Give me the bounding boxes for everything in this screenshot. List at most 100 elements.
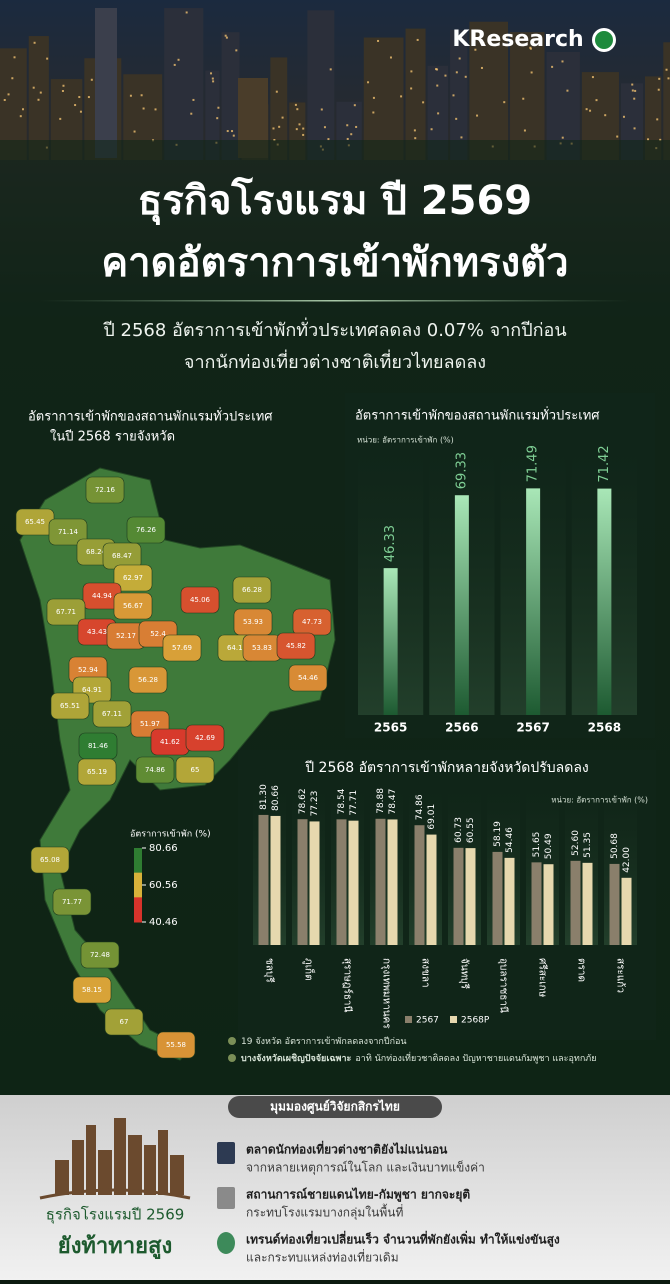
bar: [309, 821, 320, 945]
province-value: 53.93: [243, 618, 263, 626]
province-value: 58.15: [82, 986, 102, 994]
window-light: [346, 137, 349, 140]
bar: [387, 819, 398, 945]
data-label: 74.86: [415, 794, 425, 820]
window-light: [658, 77, 661, 80]
item-bold: เทรนด์ท่องเที่ยวเปลี่ยนเร็ว จำนวนที่พักย…: [246, 1231, 560, 1248]
province-value: 44.94: [92, 592, 113, 600]
window-light: [455, 71, 458, 74]
data-label: 60.73: [454, 817, 464, 843]
window-light: [522, 97, 525, 100]
building: [270, 57, 288, 160]
outlook-left: ธุรกิจโรงแรมปี 2569: [46, 1206, 185, 1225]
data-label: 69.33: [454, 452, 469, 489]
skyline-icon: [170, 1155, 184, 1195]
window-light: [355, 125, 358, 128]
window-light: [604, 114, 607, 117]
chart-title: อัตราการเข้าพักของสถานพักแรมทั่วประเทศ: [355, 407, 600, 424]
bar: [465, 848, 476, 945]
window-light: [503, 101, 506, 104]
bar: [609, 863, 620, 945]
subheadline: ปี 2568 อัตราการเข้าพักทั่วประเทศลดลง 0.…: [103, 317, 567, 341]
window-light: [7, 93, 10, 96]
skyline-icon: [158, 1130, 168, 1195]
window-light: [13, 56, 16, 59]
legend-label: 2568P: [461, 1016, 490, 1026]
x-tick-label: 2568: [588, 721, 621, 735]
legend-label: 2567: [416, 1016, 439, 1026]
building: [221, 32, 240, 160]
window-light: [217, 106, 220, 109]
data-label: 71.42: [597, 445, 612, 482]
window-light: [444, 74, 447, 77]
data-label: 71.49: [526, 445, 541, 482]
x-tick-label: สระแก้ว: [615, 958, 627, 993]
item-icon: [217, 1142, 235, 1164]
window-light: [414, 137, 417, 140]
province: [77, 758, 117, 786]
bar: [414, 825, 425, 945]
x-tick-label: สงขลา: [420, 958, 431, 988]
province-value: 74.86: [145, 766, 166, 774]
province-value: 64.91: [82, 686, 102, 694]
window-light: [62, 84, 65, 87]
province: [80, 941, 120, 969]
headline: ธุรกิจโรงแรม ปี 2569: [138, 177, 532, 226]
province-value: 51.97: [140, 720, 160, 728]
window-light: [589, 109, 592, 112]
window-light: [656, 118, 659, 121]
map-title: อัตราการเข้าพักของสถานพักแรมทั่วประเทศ: [28, 408, 273, 425]
window-light: [665, 68, 668, 71]
province-value: 65.51: [60, 702, 80, 710]
bar: [297, 819, 308, 945]
map-legend-title: อัตราการเข้าพัก (%): [130, 829, 211, 840]
province-value: 62.97: [123, 574, 143, 582]
province: [48, 518, 88, 546]
data-label: 78.62: [298, 788, 308, 814]
window-light: [87, 96, 90, 99]
building: [405, 28, 426, 161]
window-light: [294, 103, 297, 106]
legend-swatch: [450, 1016, 457, 1023]
window-light: [460, 136, 463, 139]
province-value: 81.46: [88, 742, 109, 750]
building: [164, 8, 204, 161]
window-light: [19, 115, 22, 118]
data-label: 78.47: [388, 789, 398, 815]
item-bold: สถานการณ์ชายแดนไทย-กัมพูชา ยากจะยุติ: [246, 1187, 470, 1203]
window-light: [129, 94, 132, 97]
window-light: [480, 66, 483, 69]
x-tick-label: ชลบุรี: [264, 958, 276, 983]
province: [185, 724, 225, 752]
window-light: [185, 11, 188, 14]
window-light: [561, 60, 564, 63]
province-value: 56.67: [123, 602, 143, 610]
building: [645, 76, 662, 160]
window-light: [61, 89, 64, 92]
province-value: 45.82: [286, 642, 306, 650]
window-light: [142, 107, 145, 110]
province-value: 55.58: [166, 1041, 186, 1049]
province: [288, 664, 328, 692]
bar: [348, 820, 359, 945]
province: [276, 632, 316, 660]
province-value: 71.14: [58, 528, 79, 536]
note: 19 จังหวัด อัตราการเข้าพักลดลงจากปีก่อน: [241, 1036, 407, 1047]
bar: [526, 488, 541, 715]
window-light: [78, 96, 81, 99]
window-light: [59, 117, 62, 120]
data-label: 50.49: [544, 833, 554, 859]
province: [180, 586, 220, 614]
province-value: 52.94: [78, 666, 99, 674]
legend-swatch: [405, 1016, 412, 1023]
window-light: [436, 84, 439, 87]
window-light: [190, 112, 193, 115]
province: [126, 516, 166, 544]
window-light: [400, 95, 403, 98]
x-tick-label: สุราษฎร์ธานี: [342, 958, 354, 1012]
province: [85, 476, 125, 504]
window-light: [591, 76, 594, 79]
building: [28, 36, 49, 160]
window-light: [133, 130, 136, 133]
column-bg: [526, 790, 559, 945]
